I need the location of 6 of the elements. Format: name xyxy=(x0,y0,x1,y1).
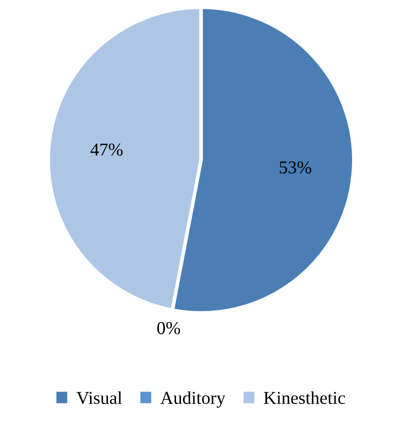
data-label: 47% xyxy=(90,144,123,156)
data-label: 53% xyxy=(280,161,312,174)
legend-label: Visual xyxy=(76,391,122,404)
legend-label: Auditory xyxy=(160,391,226,408)
legend-label: Kinesthetic xyxy=(264,391,346,404)
text: 0% xyxy=(157,322,180,334)
